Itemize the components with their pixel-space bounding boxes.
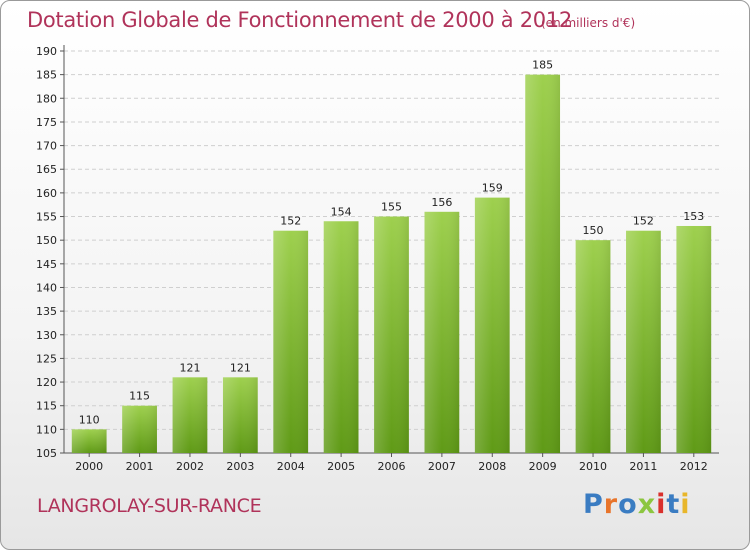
label-layer: 110 2000 115 2001 121 2002 121 2003 152 2004 154 20… <box>75 59 708 473</box>
y-tick-label: 180 <box>36 92 57 105</box>
data-label: 155 <box>381 201 402 214</box>
bar-shine <box>525 74 561 453</box>
bar-shine <box>273 230 309 453</box>
y-tick-label: 130 <box>36 329 57 342</box>
x-tick-label: 2008 <box>478 460 506 473</box>
bar-shine <box>626 230 661 453</box>
chart-title: Dotation Globale de Fonctionnement de 20… <box>27 8 572 32</box>
data-label: 159 <box>482 182 503 195</box>
y-tick-label: 145 <box>36 258 57 271</box>
bar-shine <box>71 429 107 453</box>
bar-shine <box>676 225 712 453</box>
y-tick-label: 110 <box>36 423 57 436</box>
y-tick-label: 120 <box>36 376 57 389</box>
y-tick-label: 175 <box>36 116 57 129</box>
bar-shine <box>122 405 157 453</box>
bar-shine <box>474 197 510 453</box>
data-label: 110 <box>79 413 100 426</box>
logo-letter: i <box>680 489 691 520</box>
x-tick-label: 2003 <box>226 460 254 473</box>
bar-shine <box>323 221 359 453</box>
y-tick-label: 140 <box>36 281 57 294</box>
data-label: 150 <box>583 224 604 237</box>
logo-letter: r <box>603 489 619 520</box>
logo-letter: o <box>618 489 638 520</box>
x-tick-label: 2004 <box>277 460 305 473</box>
proxiti-logo[interactable]: Proxiti <box>583 489 691 520</box>
data-label: 156 <box>431 196 452 209</box>
x-tick-label: 2007 <box>428 460 456 473</box>
y-tick-label: 155 <box>36 211 57 224</box>
commune-name: LANGROLAY-SUR-RANCE <box>37 495 262 517</box>
data-label: 153 <box>683 210 704 223</box>
data-label: 152 <box>633 215 654 228</box>
chart-subtitle: (en milliers d'€) <box>541 16 636 30</box>
bar-shine <box>424 211 460 453</box>
x-tick-label: 2002 <box>176 460 204 473</box>
x-tick-label: 2001 <box>126 460 154 473</box>
bar-layer <box>71 74 712 453</box>
data-label: 185 <box>532 59 553 72</box>
bar-shine <box>172 377 208 453</box>
bar-shine <box>374 216 409 453</box>
bar-shine <box>575 240 611 453</box>
x-tick-label: 2011 <box>629 460 657 473</box>
y-tick-label: 170 <box>36 140 57 153</box>
data-label: 121 <box>179 361 200 374</box>
y-tick-label: 105 <box>36 447 57 460</box>
y-tick-label: 125 <box>36 352 57 365</box>
y-tick-label: 190 <box>36 45 57 58</box>
logo-letter: x <box>637 489 657 520</box>
x-tick-label: 2012 <box>680 460 708 473</box>
x-tick-label: 2000 <box>75 460 103 473</box>
data-label: 154 <box>331 205 352 218</box>
logo-letter: t <box>666 489 681 520</box>
x-tick-label: 2005 <box>327 460 355 473</box>
x-tick-label: 2010 <box>579 460 607 473</box>
y-tick-label: 135 <box>36 305 57 318</box>
x-tick-label: 2006 <box>378 460 406 473</box>
y-tick-label: 160 <box>36 187 57 200</box>
data-label: 152 <box>280 215 301 228</box>
y-tick-label: 165 <box>36 163 57 176</box>
data-label: 115 <box>129 390 150 403</box>
logo-letter: P <box>583 489 604 520</box>
y-tick-label: 185 <box>36 69 57 82</box>
data-label: 121 <box>230 361 251 374</box>
x-tick-label: 2009 <box>529 460 557 473</box>
logo-letter: i <box>656 489 667 520</box>
y-tick-label: 150 <box>36 234 57 247</box>
bar-shine <box>222 377 258 453</box>
y-tick-label: 115 <box>36 400 57 413</box>
axis-layer: 105 110 115 120 125 130 135 140 145 150 155 160 165 1… <box>36 45 719 460</box>
